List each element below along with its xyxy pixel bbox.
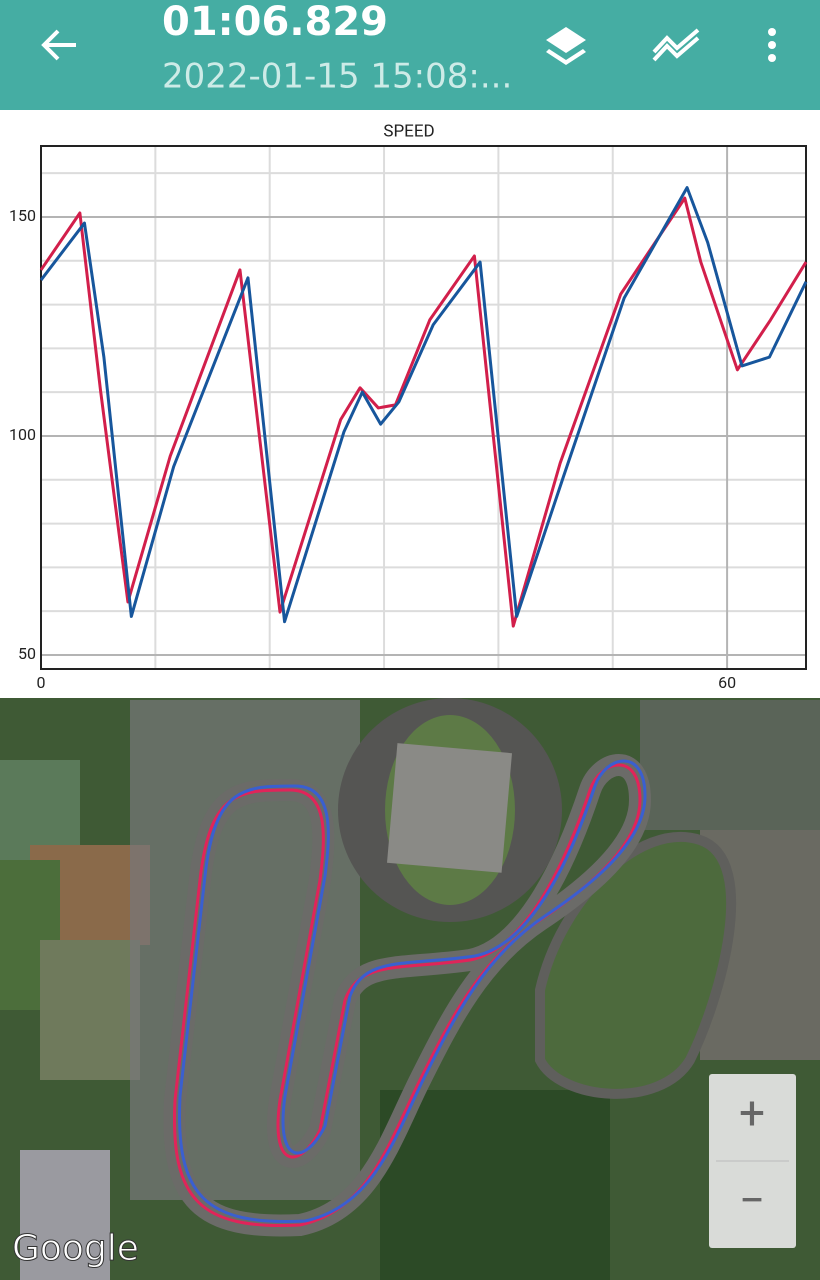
map[interactable]	[0, 698, 820, 1280]
chart-title: SPEED	[383, 121, 434, 141]
menu-button[interactable]	[768, 28, 776, 62]
zoom-out[interactable]: −	[739, 1174, 765, 1228]
plot-frame	[40, 145, 807, 670]
session-date: 2022-01-15 15:08:...	[162, 57, 512, 97]
plot-area: 50 100 150 0 60	[9, 145, 808, 692]
chart-panel	[0, 110, 820, 698]
map-attribution: Google	[12, 1228, 139, 1269]
x-tick-label: 60	[718, 673, 736, 692]
compare-button[interactable]	[652, 28, 700, 62]
speed-line	[39, 186, 808, 624]
y-tick-label: 150	[9, 206, 36, 225]
lap-time: 01:06.829	[162, 0, 388, 45]
y-tick-label: 100	[9, 425, 36, 444]
y-tick-label: 50	[18, 644, 36, 663]
app-bar	[0, 0, 820, 110]
back-button[interactable]	[41, 29, 76, 61]
layers-button[interactable]	[546, 27, 586, 65]
x-tick-label: 0	[37, 673, 46, 692]
zoom-in[interactable]: +	[739, 1087, 765, 1141]
